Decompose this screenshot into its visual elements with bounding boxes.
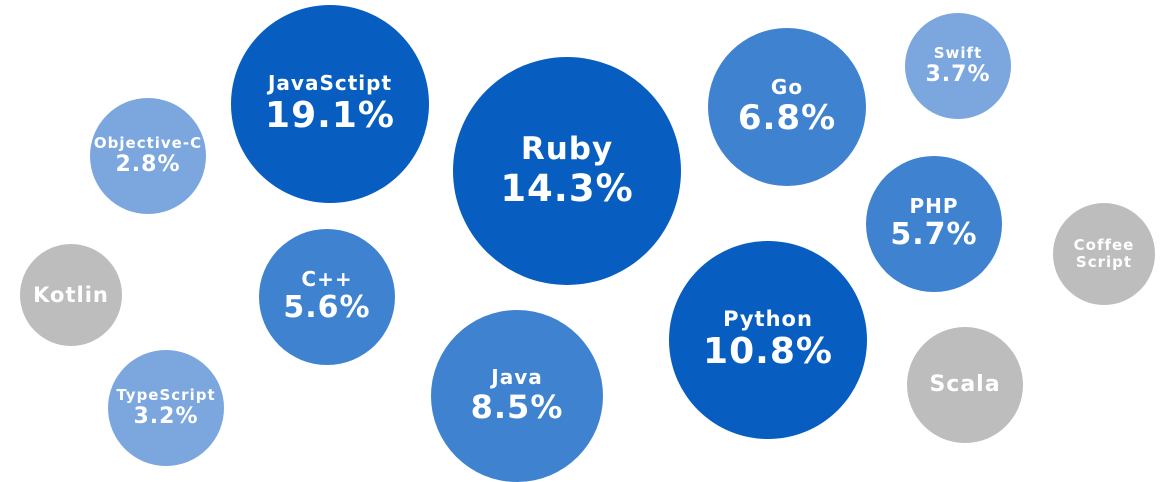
bubble-value: 5.7% <box>890 217 978 253</box>
bubble-value: 10.8% <box>703 331 833 373</box>
bubble-label: Swift <box>933 43 983 62</box>
bubble-label: TypeScript <box>116 385 216 404</box>
bubble-value: 5.6% <box>283 290 371 326</box>
bubble-c: C++ 5.6% <box>259 229 395 365</box>
bubble-label: Python <box>723 307 813 332</box>
bubble-label: Scala <box>929 372 1001 398</box>
bubble-typescript: TypeScript 3.2% <box>108 350 224 466</box>
bubble-python: Python 10.8% <box>669 241 867 439</box>
bubble-java: Java 8.5% <box>431 310 603 482</box>
bubble-value: 19.1% <box>265 94 395 136</box>
bubble-label: Go <box>770 74 804 99</box>
bubble-ruby: Ruby 14.3% <box>453 57 681 285</box>
bubble-label: Coffee Script <box>1073 235 1135 271</box>
bubble-label: Java <box>491 365 543 390</box>
bubble-coffee-script: Coffee Script <box>1053 203 1155 305</box>
bubble-label: PHP <box>909 194 959 219</box>
bubble-value: 3.2% <box>133 403 199 429</box>
bubble-value: 2.8% <box>115 151 181 177</box>
bubble-value: 8.5% <box>470 388 564 427</box>
bubble-label: Ruby <box>520 130 614 167</box>
bubble-go: Go 6.8% <box>708 28 866 186</box>
bubble-php: PHP 5.7% <box>866 156 1002 292</box>
bubble-value: 6.8% <box>737 97 837 138</box>
bubble-value: 3.7% <box>925 61 991 87</box>
bubble-label: C++ <box>301 267 353 292</box>
bubble-javasctipt: JavaSctipt 19.1% <box>231 5 429 203</box>
bubble-swift: Swift 3.7% <box>905 13 1011 119</box>
bubble-label: JavaSctipt <box>267 70 393 95</box>
bubble-objective-c: Objective-C 2.8% <box>90 98 206 214</box>
bubble-value: 14.3% <box>500 166 634 210</box>
bubble-label: Objective-C <box>93 133 203 152</box>
bubble-kotlin: Kotlin <box>20 244 122 346</box>
bubble-label: Kotlin <box>33 282 109 307</box>
bubble-scala: Scala <box>907 327 1023 443</box>
